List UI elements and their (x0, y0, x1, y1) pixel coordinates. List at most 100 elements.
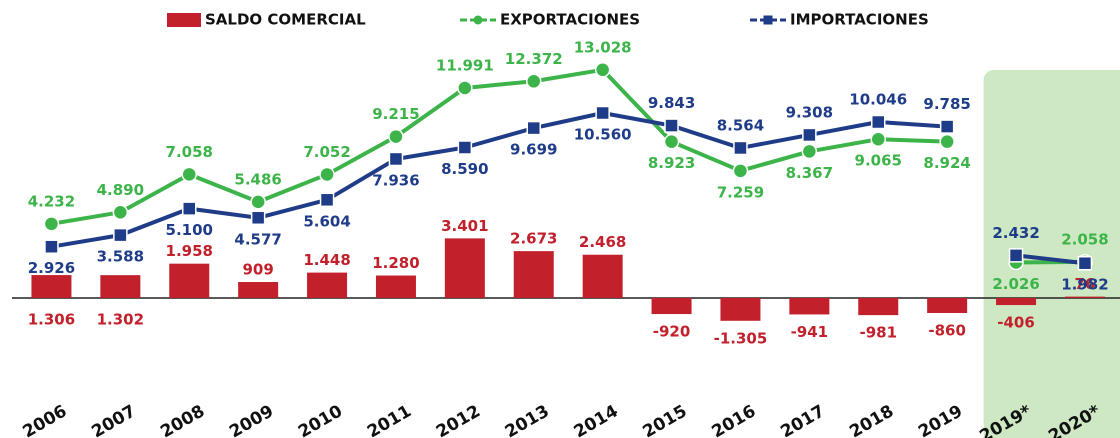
line-value-label: 7.058 (166, 143, 213, 161)
x-tick-label: 2013 (502, 401, 553, 438)
bar-value-label: 2.468 (579, 233, 626, 251)
line-marker (457, 140, 473, 155)
bar (444, 238, 485, 298)
bar (307, 272, 348, 298)
line-marker (182, 201, 197, 216)
legend-marker (473, 15, 483, 25)
legend-label: SALDO COMERCIAL (205, 11, 366, 29)
legend-label: IMPORTACIONES (790, 11, 929, 29)
bar (1064, 296, 1105, 298)
x-tick-label: 2009 (226, 401, 277, 438)
x-tick-label: 2007 (88, 401, 139, 438)
line-marker (319, 192, 335, 208)
bar (169, 263, 210, 298)
line (51, 67, 948, 226)
line-marker (44, 239, 59, 254)
x-tick-label: 2016 (708, 401, 759, 438)
line-marker (1008, 248, 1024, 263)
bar (996, 297, 1037, 306)
bar-value-label: -860 (928, 322, 966, 340)
bar (582, 254, 623, 298)
bar (651, 297, 692, 315)
bar-value-label: 3.401 (441, 217, 488, 235)
bar (31, 275, 72, 298)
x-tick-label: 2014 (571, 401, 622, 438)
bar-value-label: -1.305 (714, 329, 768, 347)
bar (513, 251, 554, 298)
bar-value-label: 909 (242, 261, 273, 279)
line-value-label: 9.843 (648, 94, 695, 112)
bar (720, 297, 761, 321)
x-tick-label: 2011 (364, 401, 415, 438)
line-marker (181, 166, 197, 183)
line-marker (526, 120, 541, 136)
bar-value-label: 1.306 (28, 310, 75, 328)
line-value-label: 9.699 (510, 141, 557, 159)
line-marker (733, 140, 748, 156)
line-value-label: 9.215 (372, 105, 419, 123)
bar (927, 297, 968, 314)
bar (238, 282, 279, 298)
line-value-label: 4.232 (28, 192, 75, 210)
line-marker (526, 73, 542, 90)
line-marker (388, 151, 404, 167)
bar (375, 275, 416, 298)
line-marker (939, 133, 955, 150)
highlight-region (983, 70, 1120, 438)
line-value-label: 8.924 (923, 154, 970, 172)
line-marker (457, 80, 473, 96)
line-value-label: 10.046 (849, 91, 907, 109)
line-marker (112, 204, 129, 221)
line-marker (801, 143, 818, 160)
line-value-label: 1.982 (1061, 276, 1108, 294)
bar-value-label: 76 (1075, 275, 1096, 293)
line-marker (595, 105, 610, 121)
bar-value-label: -981 (859, 324, 897, 342)
bar-value-label: -941 (791, 323, 829, 341)
line (1015, 253, 1086, 266)
line-value-label: 7.259 (717, 183, 764, 201)
x-tick-label: 2018 (846, 401, 897, 438)
line-value-label: 9.065 (855, 152, 902, 170)
line-value-label: 5.486 (234, 170, 281, 188)
line-marker (113, 227, 128, 243)
line-value-label: 2.432 (992, 224, 1039, 242)
line-value-label: 7.936 (372, 171, 419, 189)
x-tick-label: 2010 (295, 401, 346, 438)
line-value-label: 9.308 (786, 103, 833, 121)
line-marker (732, 163, 749, 179)
line-marker (802, 127, 817, 143)
line-marker (319, 166, 335, 183)
x-tick-label: 2017 (777, 401, 828, 438)
bar-value-label: -406 (997, 314, 1035, 332)
line-value-label: 8.590 (441, 160, 488, 178)
bar-value-label: 1.280 (372, 254, 419, 272)
line-value-label: 2.058 (1061, 230, 1108, 248)
x-tick-label: 2012 (433, 401, 484, 438)
line-marker (250, 210, 266, 226)
line-value-label: 5.604 (303, 212, 350, 230)
line-value-label: 2.026 (992, 275, 1039, 293)
line (51, 111, 948, 249)
line-marker (594, 62, 611, 78)
line-marker (871, 114, 886, 130)
line-value-label: 4.890 (97, 181, 144, 199)
x-tick-label: 2006 (19, 401, 70, 438)
line-value-label: 8.564 (717, 116, 764, 134)
bar-value-label: 1.958 (166, 242, 213, 260)
line-value-label: 8.367 (786, 164, 833, 182)
line-value-label: 10.560 (574, 126, 632, 144)
bar-value-label: 1.302 (97, 310, 144, 328)
legend-swatch (167, 13, 201, 27)
line-value-label: 13.028 (574, 38, 632, 56)
line-value-label: 9.785 (923, 95, 970, 113)
line-marker (43, 216, 60, 232)
legend-label: EXPORTACIONES (500, 11, 640, 29)
line-marker (388, 128, 404, 145)
x-tick-label: 2008 (157, 401, 208, 438)
line-marker (870, 131, 886, 147)
line-value-label: 2.926 (28, 259, 75, 277)
bar (789, 297, 830, 315)
x-tick-label: 2019 (915, 401, 966, 438)
